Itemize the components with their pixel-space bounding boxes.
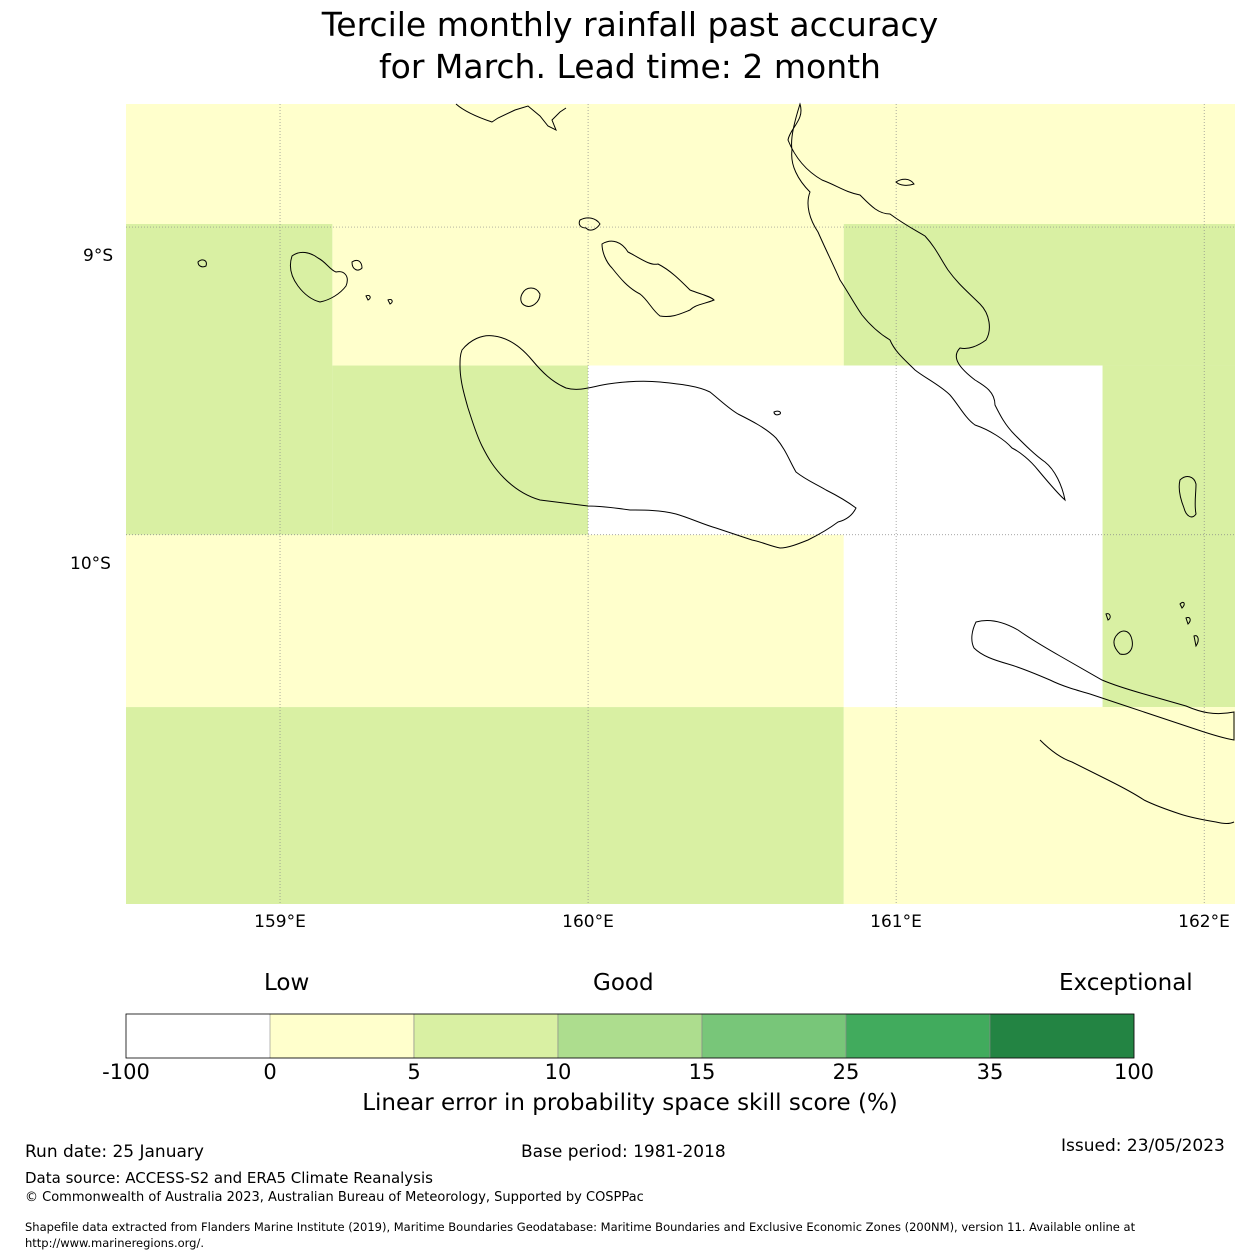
colorbar-word-exceptional: Exceptional: [1059, 970, 1193, 996]
skill-cell: [843, 224, 1235, 366]
skill-cell: [126, 224, 333, 535]
lon-label-160e: 160°E: [562, 912, 614, 932]
coastline-guadalcanal: [459, 335, 857, 549]
island-russell: [289, 251, 348, 303]
skill-cell: [126, 534, 844, 708]
skill-cell: [1102, 365, 1235, 708]
coastline-santa-isabel: [787, 102, 1066, 502]
colorbar-tick: 10: [544, 1060, 572, 1084]
colorbar-segment: [845, 1013, 991, 1059]
colorbar-tick: -100: [102, 1060, 150, 1084]
lon-label-161e: 161°E: [870, 912, 922, 932]
skill-cell: [126, 707, 844, 904]
island-savo: [520, 287, 541, 307]
island-near-guadalcanal: [773, 410, 781, 416]
colorbar-tick: 15: [688, 1060, 716, 1084]
colorbar-tick: 100: [1113, 1060, 1155, 1084]
skill-cell: [843, 534, 1103, 708]
colorbar-tick: 5: [407, 1060, 421, 1084]
skill-cell: [588, 365, 1103, 535]
colorbar-segment: [126, 1014, 270, 1058]
base-period: Base period: 1981-2018: [521, 1142, 726, 1162]
island-small-1: [895, 178, 915, 186]
copyright: © Commonwealth of Australia 2023, Austra…: [25, 1190, 644, 1205]
lat-label-9s: 9°S: [83, 246, 114, 266]
island-russell-east: [351, 259, 363, 271]
skill-cell: [332, 365, 589, 535]
island-right-2: [1185, 617, 1191, 625]
colorbar-word-good: Good: [593, 970, 654, 996]
data-source: Data source: ACCESS-S2 and ERA5 Climate …: [25, 1169, 433, 1187]
island-tiny-1: [365, 295, 371, 301]
island-sikaiana: [1113, 630, 1133, 655]
graticule: [126, 104, 1235, 904]
colorbar-segment: [557, 1013, 703, 1059]
issued-date: Issued: 23/05/2023: [1061, 1136, 1225, 1156]
island-right-1: [1179, 601, 1185, 609]
colorbar-tick: 25: [832, 1060, 860, 1084]
colorbar-segment: [989, 1013, 1135, 1059]
skill-cell: [126, 104, 1235, 224]
island-ulawa: [1178, 476, 1197, 518]
colorbar-segment: [413, 1013, 559, 1059]
island-tiny-2: [387, 299, 393, 305]
island-nggela-west: [578, 217, 601, 231]
skill-cell: [843, 707, 1235, 904]
colorbar-border: [125, 1013, 1135, 1059]
chart-title: Tercile monthly rainfall past accuracy f…: [0, 4, 1260, 88]
colorbar-word-low: Low: [264, 970, 310, 996]
title-line-2: for March. Lead time: 2 month: [379, 47, 881, 86]
title-line-1: Tercile monthly rainfall past accuracy: [321, 5, 939, 44]
skill-grid-cells: [126, 104, 1235, 904]
run-date: Run date: 25 January: [25, 1142, 204, 1162]
colorbar-label: Linear error in probability space skill …: [362, 1090, 898, 1116]
island-far-west: [197, 259, 207, 268]
island-nggela: [601, 240, 715, 317]
island-right-4: [1193, 635, 1199, 648]
coastline-south: [1039, 739, 1235, 824]
coastline-north-top: [455, 103, 567, 132]
colorbar: [125, 1013, 1135, 1059]
coastline-makira: [971, 619, 1235, 741]
lon-label-159e: 159°E: [254, 912, 306, 932]
lon-label-162e: 162°E: [1178, 912, 1230, 932]
lat-label-10s: 10°S: [70, 554, 111, 574]
coastlines: [197, 102, 1235, 824]
island-right-3: [1105, 613, 1111, 621]
shapefile-credit-line-1: Shapefile data extracted from Flanders M…: [25, 1220, 1136, 1234]
colorbar-segment: [269, 1013, 415, 1059]
colorbar-tick: 0: [263, 1060, 277, 1084]
colorbar-tick: 35: [976, 1060, 1004, 1084]
shapefile-credit-line-2: http://www.marineregions.org/.: [25, 1236, 204, 1250]
colorbar-segment: [701, 1013, 847, 1059]
